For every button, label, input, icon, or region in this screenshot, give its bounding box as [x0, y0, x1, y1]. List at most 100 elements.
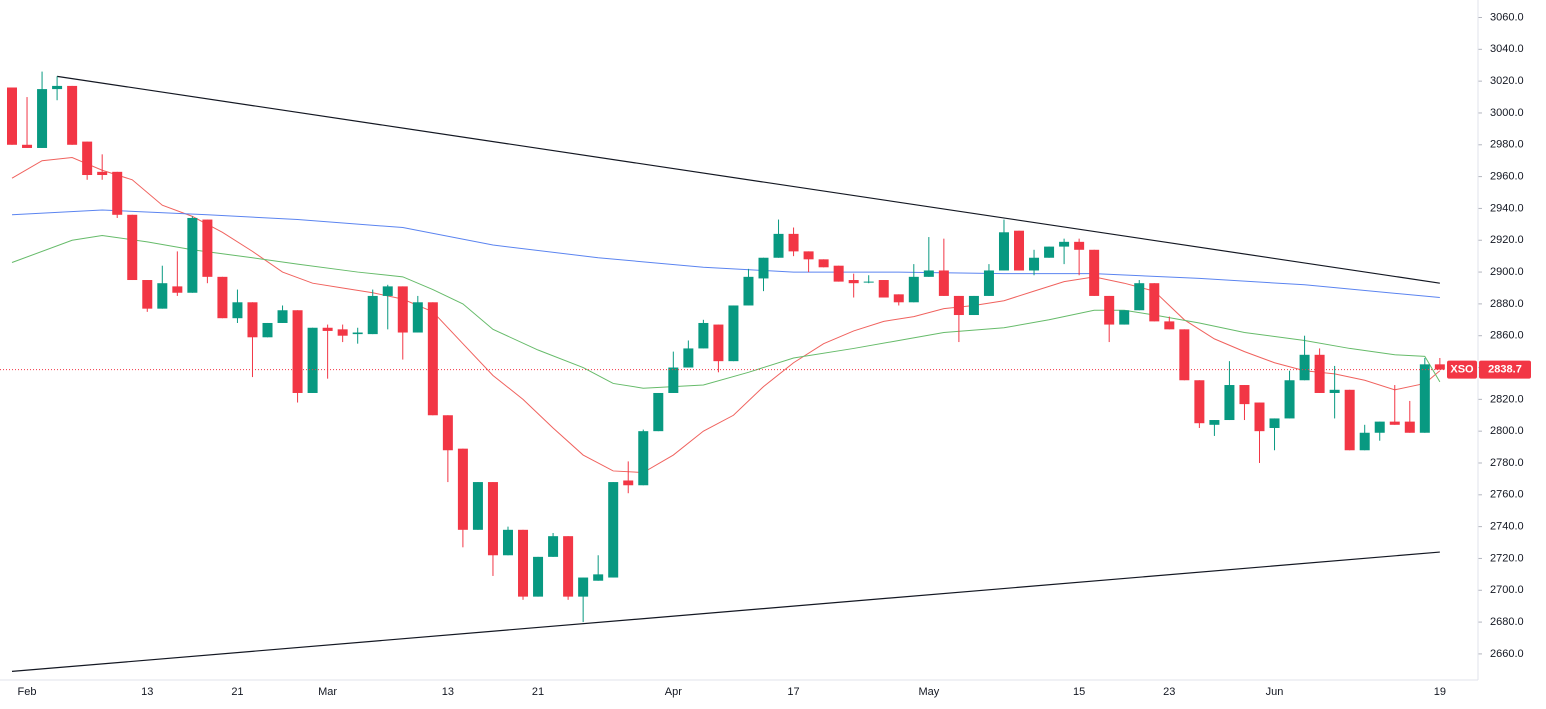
candle: [1299, 335, 1310, 381]
candle-body: [878, 280, 889, 298]
candle: [728, 305, 739, 362]
candle-body: [1224, 385, 1235, 421]
candle-body: [382, 286, 393, 296]
candle-body: [773, 233, 784, 258]
candle-body: [247, 302, 258, 338]
candle-body: [127, 214, 138, 281]
candle-body: [1074, 241, 1085, 250]
candle-body: [578, 577, 589, 597]
candle-body: [412, 302, 423, 333]
candle-body: [653, 392, 664, 432]
candle-body: [848, 280, 859, 284]
candle-body: [472, 482, 483, 530]
candle: [788, 227, 799, 257]
candle: [382, 284, 393, 330]
candle: [22, 97, 33, 148]
candle: [1074, 238, 1085, 276]
candle-body: [638, 431, 649, 486]
candle-body: [893, 294, 904, 303]
candle-body: [187, 217, 198, 293]
candle-body: [548, 536, 559, 557]
candle: [1044, 246, 1055, 258]
candle: [1119, 310, 1130, 325]
candle: [352, 327, 363, 344]
candle: [442, 415, 453, 483]
candle: [1149, 283, 1160, 322]
y-tick-label: 2820.0: [1490, 393, 1524, 405]
candle-body: [1389, 421, 1400, 425]
candle-body: [1434, 364, 1445, 370]
candle-body: [968, 295, 979, 316]
candle-body: [82, 141, 93, 176]
candle-body: [217, 276, 228, 319]
candle: [1434, 357, 1445, 370]
candle: [97, 154, 108, 180]
x-tick-label: 13: [442, 686, 454, 698]
candle-body: [1209, 420, 1220, 425]
candle: [848, 273, 859, 298]
candle-body: [1239, 385, 1250, 405]
candle-body: [1404, 421, 1415, 433]
y-tick-label: 3000.0: [1490, 107, 1524, 119]
candle: [1134, 280, 1145, 311]
candle-body: [112, 171, 123, 215]
candle: [322, 324, 333, 379]
y-tick-label: 2780.0: [1490, 457, 1524, 469]
candle-body: [608, 482, 619, 578]
candle: [953, 295, 964, 343]
candle: [608, 482, 619, 578]
candle-body: [923, 270, 934, 277]
candle-body: [307, 327, 318, 393]
candle-body: [67, 85, 78, 145]
candle: [1164, 316, 1175, 330]
candle-body: [998, 232, 1009, 271]
candle: [127, 214, 138, 281]
candle-body: [803, 251, 814, 260]
candle-body: [563, 536, 574, 597]
candle: [1209, 420, 1220, 436]
x-tick-label: Apr: [665, 686, 682, 698]
candle: [487, 482, 498, 576]
candle-body: [502, 529, 513, 556]
candle: [803, 251, 814, 273]
price-badge-value: 2838.7: [1488, 363, 1522, 375]
candle: [833, 265, 844, 282]
candle-body: [142, 280, 153, 309]
trend-line: [11, 551, 1440, 673]
candle: [292, 310, 303, 403]
candle: [112, 171, 123, 218]
candle-body: [593, 574, 604, 581]
y-tick-label: 3060.0: [1490, 11, 1524, 23]
candle: [1239, 385, 1250, 421]
candle: [1059, 238, 1070, 265]
candle: [7, 87, 17, 145]
candle: [773, 219, 784, 258]
candle-body: [337, 329, 348, 336]
candle: [172, 251, 183, 296]
candle-body: [232, 302, 243, 319]
candle: [758, 257, 769, 292]
candle: [938, 238, 949, 296]
y-tick-label: 2960.0: [1490, 171, 1524, 183]
y-tick-label: 2660.0: [1490, 648, 1524, 660]
candle-body: [22, 144, 33, 148]
y-tick-label: 2740.0: [1490, 521, 1524, 533]
candle: [1014, 230, 1025, 271]
y-tick-label: 2720.0: [1490, 552, 1524, 564]
x-tick-label: 21: [532, 686, 544, 698]
candle: [713, 324, 724, 373]
candle-body: [698, 322, 709, 349]
candle-body: [1059, 241, 1070, 247]
candle: [578, 577, 589, 623]
candle: [863, 275, 874, 284]
candle: [518, 529, 529, 600]
candle-body: [157, 283, 168, 309]
candle: [1374, 421, 1385, 441]
candle-body: [1194, 380, 1205, 424]
candle-body: [668, 367, 679, 393]
candle-body: [457, 448, 468, 530]
candle: [623, 461, 634, 494]
candle: [638, 429, 649, 486]
candle: [1029, 249, 1040, 276]
x-tick-label: Jun: [1266, 686, 1284, 698]
